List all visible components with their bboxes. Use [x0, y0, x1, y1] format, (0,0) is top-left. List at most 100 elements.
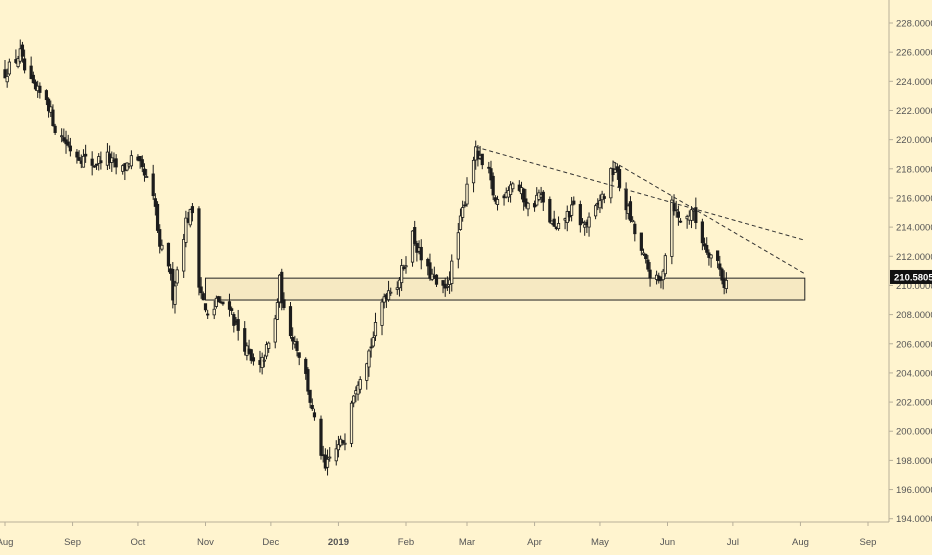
candle-body-up	[49, 106, 53, 113]
candle-body-down	[304, 358, 308, 374]
candle	[508, 181, 513, 203]
candle	[51, 104, 55, 127]
candle	[142, 163, 147, 182]
candle-body-down	[46, 98, 51, 112]
candle	[336, 435, 341, 458]
candle	[49, 100, 53, 117]
candle-body-up	[129, 155, 133, 167]
candle-body-up	[212, 308, 216, 316]
candle	[90, 151, 94, 176]
candle-body-up	[264, 344, 269, 357]
candle-body-down	[312, 412, 317, 418]
candle-body-up	[7, 61, 11, 75]
candle	[310, 398, 314, 411]
candle	[617, 165, 622, 192]
candle-body-up	[508, 184, 513, 195]
candle-body-down	[3, 69, 7, 79]
y-tick-label: 224.0000	[896, 77, 932, 88]
candle	[153, 193, 157, 216]
candle	[349, 400, 354, 448]
candle	[552, 210, 556, 228]
candle	[395, 281, 399, 295]
candle-body-down	[20, 44, 25, 57]
candle	[670, 195, 674, 265]
candle-body-up	[188, 209, 192, 226]
candle	[264, 341, 269, 360]
candle-body-down	[369, 346, 373, 349]
price-tag-background	[890, 269, 932, 284]
candle	[689, 206, 694, 229]
candle-body-up	[465, 183, 469, 205]
candle	[434, 274, 439, 287]
candle	[489, 160, 493, 189]
candle	[38, 82, 42, 99]
candle-body-down	[243, 328, 247, 352]
candle	[288, 301, 293, 339]
candle-body-down	[434, 274, 439, 285]
candle-body-up	[583, 224, 587, 228]
candle	[644, 253, 648, 264]
candle	[201, 291, 205, 301]
candle	[580, 218, 585, 224]
candle-body-down	[166, 242, 171, 267]
candle-body-down	[62, 137, 66, 142]
candle-body-down	[31, 74, 35, 84]
candle-body-up	[400, 265, 404, 284]
candle	[413, 220, 417, 246]
candle-body-down	[282, 299, 286, 309]
candle	[295, 338, 299, 357]
candle	[356, 381, 360, 401]
candle	[487, 161, 491, 174]
candle-body-down	[402, 267, 406, 270]
candle	[456, 223, 460, 269]
candle	[465, 177, 469, 207]
candle-body-down	[29, 65, 33, 80]
candle-body-down	[155, 203, 160, 231]
candle	[125, 162, 129, 172]
candle-body-up	[125, 162, 129, 171]
y-tick-label: 208.0000	[896, 310, 932, 321]
candle	[173, 280, 177, 314]
candle	[445, 276, 449, 291]
trendline-1	[475, 146, 805, 241]
x-tick-label: Aug	[0, 537, 13, 548]
candle-body-down	[251, 357, 256, 362]
candle-body-up	[445, 286, 449, 288]
candle	[151, 164, 155, 200]
candle-body-up	[397, 279, 402, 289]
candle	[720, 267, 724, 285]
candle-body-down	[480, 153, 484, 166]
candle-body-up	[275, 302, 280, 320]
candle	[230, 306, 234, 315]
candle-body-up	[456, 232, 460, 260]
candle	[365, 362, 369, 390]
candle	[31, 71, 35, 84]
candle-body-up	[262, 359, 266, 362]
candle-body-up	[386, 290, 391, 301]
candle	[578, 200, 582, 233]
candle	[572, 196, 576, 206]
candle	[81, 149, 86, 168]
y-tick-label: 228.0000	[896, 19, 932, 30]
candle-body-down	[227, 301, 232, 310]
candle-body-up	[16, 58, 20, 67]
candle	[199, 277, 203, 299]
candle	[476, 145, 480, 167]
candle-body-down	[216, 296, 221, 303]
candle	[190, 202, 195, 222]
candle-body-up	[352, 395, 356, 404]
candle-body-up	[160, 244, 164, 250]
x-tick-label: Sep	[64, 537, 81, 548]
candle-body-down	[171, 268, 175, 301]
candle-body-up	[663, 255, 667, 275]
candle	[280, 268, 284, 311]
candle-body-up	[641, 252, 646, 255]
candle-body-down	[310, 404, 314, 410]
candle-body-down	[203, 303, 208, 311]
candle	[334, 440, 338, 466]
candle-body-up	[214, 297, 218, 307]
candle-body-down	[319, 418, 323, 456]
candle	[46, 97, 51, 118]
candle-body-up	[97, 156, 101, 164]
candle	[598, 194, 602, 213]
